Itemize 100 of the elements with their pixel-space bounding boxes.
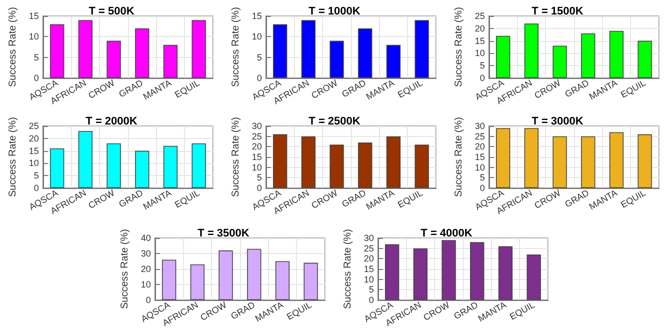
bar: [162, 260, 176, 300]
y-tick-label: 0: [34, 73, 39, 83]
bar: [50, 148, 64, 188]
bar: [413, 248, 428, 300]
y-tick-label: 0: [146, 295, 151, 305]
y-tick-label: 15: [28, 11, 39, 21]
y-tick-label: 15: [252, 11, 262, 21]
chart-title: T = 500K: [88, 6, 134, 18]
bar: [524, 23, 539, 78]
y-axis-title: Success Rate (%): [454, 6, 464, 88]
bar: [135, 28, 150, 78]
y-tick-label: 10: [364, 274, 374, 284]
y-tick-label: 20: [252, 142, 262, 152]
y-tick-label: 15: [474, 36, 485, 46]
bar: [496, 36, 510, 78]
y-tick-label: 40: [140, 233, 151, 243]
chart-title: T = 3500K: [198, 228, 250, 240]
y-tick-label: 5: [256, 172, 262, 183]
bar: [190, 264, 205, 300]
bar: [275, 261, 290, 300]
bar: [638, 134, 652, 188]
y-tick-label: 10: [252, 32, 262, 42]
y-tick-label: 0: [480, 183, 485, 193]
y-tick-label: 10: [28, 32, 39, 42]
y-tick-label: 20: [474, 142, 485, 152]
bar: [135, 150, 150, 188]
bar: [524, 128, 539, 188]
bar: [496, 128, 510, 188]
y-tick-label: 10: [140, 280, 151, 290]
y-tick-label: 5: [34, 170, 39, 181]
bar: [414, 20, 429, 78]
y-tick-label: 20: [474, 23, 485, 34]
y-tick-label: 0: [368, 295, 374, 305]
y-tick-label: 15: [252, 152, 262, 162]
bar: [386, 44, 401, 78]
chart-title: T = 2500K: [308, 116, 360, 128]
bar: [609, 30, 624, 78]
chart-title: T = 1000K: [308, 6, 360, 18]
bar: [581, 136, 596, 188]
bar: [192, 20, 206, 78]
y-axis-title: Success Rate (%): [120, 228, 130, 310]
y-tick-label: 0: [256, 73, 262, 83]
y-tick-label: 5: [480, 60, 485, 71]
bar: [50, 24, 64, 78]
y-tick-label: 10: [252, 162, 262, 172]
y-tick-label: 30: [252, 121, 262, 131]
bar: [609, 132, 624, 188]
y-tick-label: 25: [252, 131, 262, 142]
y-tick-label: 25: [474, 131, 485, 142]
bar: [498, 246, 513, 300]
y-tick-label: 5: [34, 52, 39, 62]
y-tick-label: 0: [34, 183, 39, 193]
y-tick-label: 20: [364, 254, 374, 264]
bar: [301, 20, 316, 78]
y-tick-label: 30: [364, 233, 374, 243]
y-tick-label: 5: [256, 52, 262, 62]
chart-title: T = 4000K: [420, 228, 472, 240]
bar: [247, 248, 262, 300]
y-axis-title: Success Rate (%): [8, 6, 18, 88]
bar: [78, 20, 93, 78]
y-tick-label: 10: [474, 162, 485, 172]
bar: [552, 46, 567, 78]
bar: [273, 24, 288, 78]
y-tick-label: 15: [28, 146, 39, 156]
y-axis-title: Success Rate (%): [8, 116, 18, 198]
chart-title: T = 2000K: [86, 116, 138, 128]
bar: [163, 44, 178, 78]
y-tick-label: 25: [364, 243, 374, 254]
y-tick-label: 5: [368, 284, 374, 295]
bar: [638, 40, 652, 78]
y-tick-label: 20: [140, 264, 151, 274]
bar: [192, 143, 206, 188]
bar: [581, 33, 596, 78]
bar: [330, 40, 344, 78]
y-tick-label: 0: [480, 73, 485, 83]
bar: [218, 250, 233, 300]
bar: [442, 240, 456, 300]
y-tick-label: 20: [28, 133, 39, 144]
y-tick-label: 5: [480, 172, 485, 183]
bar: [470, 242, 484, 300]
bar: [78, 130, 93, 188]
bar: [163, 146, 178, 188]
bar: [385, 244, 400, 300]
bar: [358, 28, 372, 78]
bar: [552, 136, 567, 188]
y-axis-title: Success Rate (%): [230, 6, 242, 88]
y-tick-label: 30: [140, 248, 151, 258]
y-tick-label: 25: [28, 121, 39, 131]
y-axis-title: Success Rate (%): [342, 228, 354, 310]
y-tick-label: 0: [256, 183, 262, 193]
y-tick-label: 10: [474, 48, 485, 58]
y-tick-label: 15: [364, 264, 374, 274]
bar: [106, 143, 121, 188]
bar: [304, 262, 318, 300]
y-axis-title: Success Rate (%): [454, 116, 464, 198]
chart-title: T = 1500K: [532, 6, 584, 18]
chart-title: T = 3000K: [532, 116, 584, 128]
bar: [106, 40, 121, 78]
y-tick-label: 10: [28, 158, 39, 168]
y-tick-label: 25: [474, 11, 485, 21]
